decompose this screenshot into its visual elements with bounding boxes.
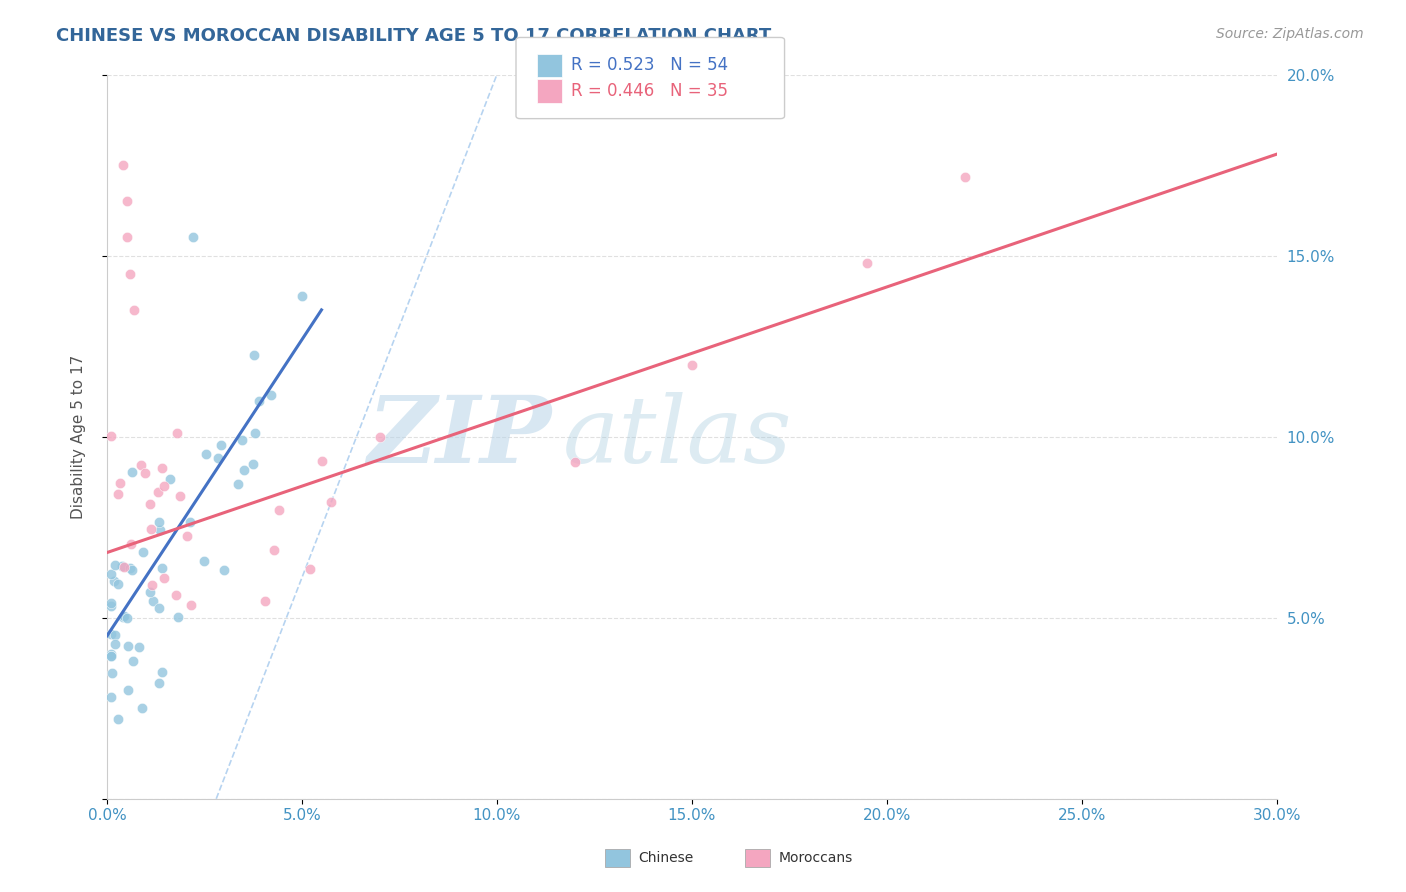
Point (141, 578, 163, 592)
Point (564, 455, 586, 469)
Point (100, 566, 122, 581)
Point (100, 596, 122, 610)
Point (117, 683, 139, 698)
Point (112, 609, 135, 624)
Point (134, 467, 156, 481)
Point (148, 676, 170, 690)
Point (179, 515, 201, 529)
Point (212, 563, 235, 577)
Point (148, 600, 170, 615)
Point (260, 387, 283, 401)
Text: atlas: atlas (564, 392, 793, 482)
Point (226, 477, 249, 491)
Point (103, 558, 125, 573)
Point (180, 598, 202, 612)
Point (247, 394, 270, 409)
Point (115, 230, 138, 244)
Point (165, 588, 187, 602)
Point (245, 426, 267, 441)
Point (103, 574, 125, 588)
Point (120, 561, 142, 575)
Point (100, 599, 122, 613)
Point (139, 497, 162, 511)
Point (159, 472, 181, 486)
Point (231, 434, 253, 448)
Point (242, 458, 264, 472)
Point (111, 558, 134, 573)
Point (120, 537, 142, 551)
Point (146, 484, 169, 499)
Text: R = 0.446   N = 35: R = 0.446 N = 35 (571, 82, 728, 100)
Point (167, 610, 190, 624)
Point (319, 495, 342, 509)
Point (128, 640, 150, 654)
Point (153, 571, 176, 585)
Y-axis label: Disability Age 5 to 17: Disability Age 5 to 17 (72, 354, 86, 519)
Text: ZIP: ZIP (367, 392, 551, 482)
Point (207, 450, 229, 465)
Point (176, 528, 198, 542)
Point (139, 584, 162, 599)
Point (169, 489, 191, 503)
Point (194, 447, 217, 461)
Point (149, 524, 172, 538)
Point (148, 516, 170, 530)
Point (232, 463, 254, 477)
Point (100, 690, 122, 705)
Point (121, 563, 143, 577)
Point (181, 230, 204, 244)
Point (150, 561, 173, 575)
Point (107, 487, 129, 501)
Point (254, 593, 277, 607)
Point (141, 522, 163, 536)
Point (117, 611, 139, 625)
Text: Moroccans: Moroccans (779, 851, 853, 865)
Point (100, 649, 122, 664)
Point (129, 458, 152, 472)
Point (263, 542, 285, 557)
Point (100, 647, 122, 661)
Point (311, 454, 333, 468)
Point (243, 348, 266, 362)
Point (681, 359, 703, 373)
Text: R = 0.523   N = 54: R = 0.523 N = 54 (571, 56, 728, 74)
Point (856, 256, 879, 270)
Point (209, 438, 232, 452)
Point (100, 627, 122, 641)
Point (100, 429, 122, 443)
Point (117, 639, 139, 653)
Point (124, 302, 146, 317)
Point (122, 654, 145, 668)
Text: Chinese: Chinese (638, 851, 693, 865)
Point (150, 461, 173, 475)
Point (368, 430, 391, 444)
Point (115, 194, 138, 209)
Point (104, 637, 127, 651)
Text: CHINESE VS MOROCCAN DISABILITY AGE 5 TO 17 CORRELATION CHART: CHINESE VS MOROCCAN DISABILITY AGE 5 TO … (56, 27, 772, 45)
Point (101, 666, 124, 681)
Point (107, 576, 129, 591)
Point (107, 712, 129, 726)
Point (131, 701, 153, 715)
Point (166, 425, 188, 440)
Point (298, 561, 321, 575)
Point (104, 628, 127, 642)
Point (142, 594, 165, 608)
Point (953, 169, 976, 184)
Point (111, 158, 134, 172)
Point (111, 610, 134, 624)
Point (150, 665, 173, 679)
Point (120, 267, 142, 281)
Point (132, 544, 155, 558)
Point (267, 503, 290, 517)
Point (112, 560, 135, 574)
Point (110, 475, 132, 490)
Point (153, 479, 176, 493)
Point (193, 553, 215, 567)
Text: Source: ZipAtlas.com: Source: ZipAtlas.com (1216, 27, 1364, 41)
Point (291, 289, 314, 303)
Point (121, 465, 143, 479)
Point (100, 649, 122, 664)
